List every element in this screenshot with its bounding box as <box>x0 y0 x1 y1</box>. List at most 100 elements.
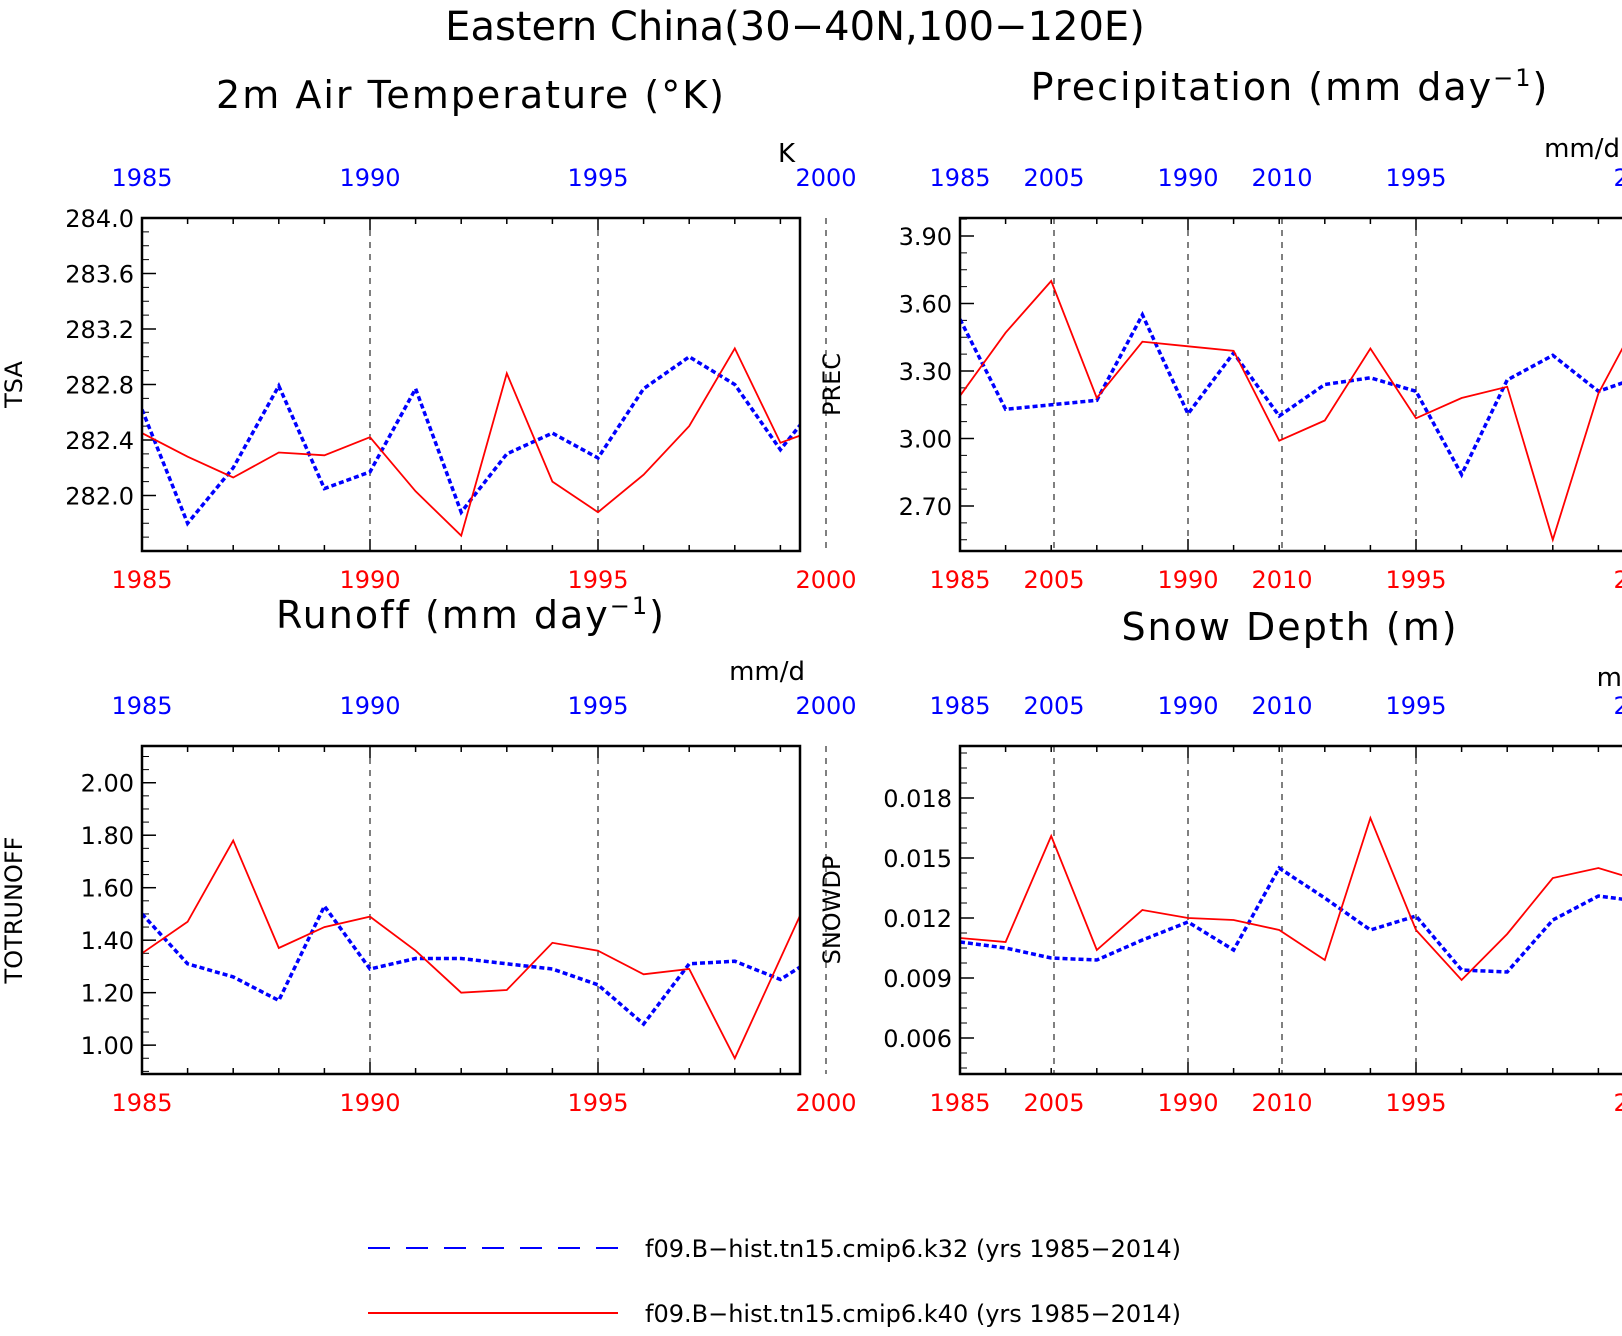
y-axis-label: SNOWDP <box>818 856 846 965</box>
panels: 2m Air Temperature (°K) K TSA 1985 1985 1990 1… <box>0 64 1622 1117</box>
y-tick-label: 3.30 <box>899 358 952 386</box>
y-tick-label: 283.6 <box>65 261 134 289</box>
panel-totrunoff: Runoff (mm day−1) mm/d TOTRUNOFF 1985 1985 19… <box>0 592 1313 1117</box>
x-tick-label-top: 1990 <box>1157 692 1218 720</box>
y-tick-label: 3.00 <box>899 426 952 454</box>
x-tick-label-bottom: 1995 <box>1385 566 1446 594</box>
panel-title: 2m Air Temperature (°K) <box>216 73 726 117</box>
x-tick-label-bottom: 2005 <box>1023 566 1084 594</box>
series-line-k40 <box>142 838 800 1061</box>
y-tick-label: 0.006 <box>883 1025 952 1053</box>
x-tick-label-top: 2000 <box>1613 692 1622 720</box>
y-tick-label: 283.2 <box>65 316 134 344</box>
units-label: mm/d <box>729 657 805 687</box>
x-tick-label-top: 1995 <box>1385 164 1446 192</box>
units-label: mm/d <box>1544 134 1620 164</box>
x-tick-label-top: 2000 <box>795 692 856 720</box>
x-tick-label-bottom: 1985 <box>929 566 990 594</box>
legend: f09.B−hist.tn15.cmip6.k32 (yrs 1985−2014… <box>368 1235 1181 1328</box>
plot-frame <box>140 744 802 1076</box>
y-tick-label: 1.20 <box>81 980 134 1008</box>
y-tick-label: 282.8 <box>65 372 134 400</box>
panel-title-text: Snow Depth (m) <box>1121 605 1458 649</box>
x-tick-label-top: 2005 <box>1023 692 1084 720</box>
x-tick-label-top: 1990 <box>1157 164 1218 192</box>
x-tick-label-bottom: 2010 <box>1251 566 1312 594</box>
x-tick-label-top: 2010 <box>1251 692 1312 720</box>
y-tick-label: 2.00 <box>81 770 134 798</box>
x-tick-label-bottom: 2000 <box>1613 566 1622 594</box>
panel-snowdp: Snow Depth (m) m SNOWDP 1985 1985 1990 1990 199… <box>818 605 1622 1117</box>
x-tick-label-bottom: 2005 <box>1023 1089 1084 1117</box>
x-tick-label-bottom: 1995 <box>567 566 628 594</box>
series-line-k40 <box>142 346 800 538</box>
panel-title-text: 2m Air Temperature (°K) <box>216 73 726 117</box>
x-tick-label-bottom: 1990 <box>1157 566 1218 594</box>
y-axis-label: PREC <box>818 353 846 416</box>
panel-title: Runoff (mm day−1) <box>276 592 666 637</box>
x-tick-label-bottom: 1995 <box>567 1089 628 1117</box>
series-line-k32 <box>960 310 1622 479</box>
y-tick-label: 284.0 <box>65 205 134 233</box>
panel-title-text: Precipitation (mm day <box>1031 65 1493 109</box>
y-tick-label: 0.009 <box>883 965 952 993</box>
legend-label: f09.B−hist.tn15.cmip6.k32 (yrs 1985−2014… <box>645 1235 1181 1263</box>
panel-title: Precipitation (mm day−1) <box>1031 64 1550 109</box>
series-line-k40 <box>960 815 1622 982</box>
y-axis-label: TSA <box>0 361 28 409</box>
x-tick-label-top: 1995 <box>567 692 628 720</box>
plot-frame <box>958 744 1622 1076</box>
x-tick-label-top: 2000 <box>795 164 856 192</box>
x-tick-label-bottom: 1985 <box>929 1089 990 1117</box>
x-tick-label-bottom: 2010 <box>1251 1089 1312 1117</box>
y-tick-label: 0.018 <box>883 785 952 813</box>
y-axis-label: TOTRUNOFF <box>0 837 28 985</box>
y-tick-label: 1.00 <box>81 1032 134 1060</box>
legend-label: f09.B−hist.tn15.cmip6.k40 (yrs 1985−2014… <box>645 1300 1181 1328</box>
x-tick-label-top: 2000 <box>1613 164 1622 192</box>
x-tick-label-bottom: 1985 <box>111 566 172 594</box>
figure-title: Eastern China(30−40N,100−120E) <box>445 4 1145 50</box>
y-tick-label: 0.015 <box>883 845 952 873</box>
y-tick-label: 282.0 <box>65 483 134 511</box>
x-tick-label-bottom: 2000 <box>795 566 856 594</box>
series-line-k40 <box>960 279 1622 543</box>
x-tick-label-top: 1985 <box>929 164 990 192</box>
panel-tsa: 2m Air Temperature (°K) K TSA 1985 1985 1990 1… <box>0 73 1313 594</box>
y-tick-label: 3.60 <box>899 291 952 319</box>
panel-prec: Precipitation (mm day−1) mm/d PREC 1985 1985… <box>818 64 1622 594</box>
panel-title: Snow Depth (m) <box>1121 605 1458 649</box>
y-tick-label: 3.90 <box>899 223 952 251</box>
x-tick-label-top: 1990 <box>339 164 400 192</box>
units-label: K <box>778 139 796 169</box>
x-tick-label-top: 1995 <box>567 164 628 192</box>
x-tick-label-top: 2010 <box>1251 164 1312 192</box>
series-line-k32 <box>142 354 800 527</box>
x-tick-label-bottom: 2000 <box>1613 1089 1622 1117</box>
panel-title-close: ) <box>649 593 666 637</box>
y-tick-label: 2.70 <box>899 493 952 521</box>
x-tick-label-bottom: 1990 <box>1157 1089 1218 1117</box>
x-tick-label-bottom: 1985 <box>111 1089 172 1117</box>
panel-title-superscript: −1 <box>1493 64 1532 92</box>
x-tick-label-top: 2005 <box>1023 164 1084 192</box>
plot-frame <box>958 216 1622 553</box>
units-label: m <box>1597 663 1622 693</box>
plot-frame <box>140 216 802 553</box>
y-tick-label: 1.60 <box>81 875 134 903</box>
x-tick-label-bottom: 1990 <box>339 1089 400 1117</box>
x-tick-label-top: 1985 <box>929 692 990 720</box>
x-tick-label-top: 1990 <box>339 692 400 720</box>
x-tick-label-bottom: 1990 <box>339 566 400 594</box>
y-tick-label: 1.40 <box>81 927 134 955</box>
y-tick-label: 1.80 <box>81 822 134 850</box>
panel-title-superscript: −1 <box>610 592 649 620</box>
panel-title-close: ) <box>1533 65 1550 109</box>
series-line-k32 <box>960 865 1622 974</box>
x-tick-label-bottom: 1995 <box>1385 1089 1446 1117</box>
x-tick-label-top: 1985 <box>111 164 172 192</box>
panel-title-text: Runoff (mm day <box>276 593 610 637</box>
x-tick-label-bottom: 2000 <box>795 1089 856 1117</box>
x-tick-label-top: 1985 <box>111 692 172 720</box>
